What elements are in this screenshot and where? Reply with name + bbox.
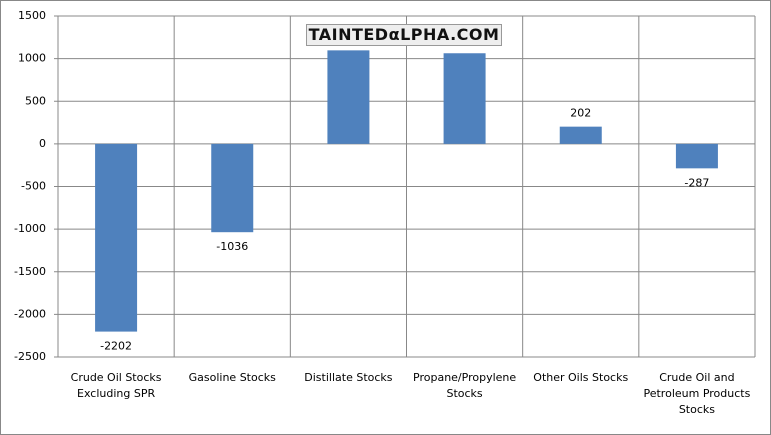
bar xyxy=(95,143,138,332)
data-label: -287 xyxy=(684,176,709,189)
data-label: -1036 xyxy=(216,240,248,253)
y-tick-label: -1500 xyxy=(14,265,46,278)
bar xyxy=(559,126,602,144)
y-tick-label: 500 xyxy=(25,94,46,107)
x-tick-label: Crude Oil Stocks Excluding SPR xyxy=(70,371,162,400)
data-label: 202 xyxy=(570,107,591,120)
y-tick-label: -2500 xyxy=(14,350,46,363)
bar xyxy=(675,143,718,169)
y-tick-label: -2000 xyxy=(14,307,46,320)
y-tick-label: -1000 xyxy=(14,222,46,235)
y-tick-label: 1000 xyxy=(18,52,46,65)
bar xyxy=(327,50,370,144)
x-tick-label: Other Oils Stocks xyxy=(533,371,629,384)
bar xyxy=(211,143,254,233)
watermark: TAINTEDαLPHA.COM xyxy=(306,24,502,46)
x-tick-label: Crude Oil and Petroleum Products Stocks xyxy=(643,371,751,416)
y-tick-label: -500 xyxy=(21,180,46,193)
x-tick-label: Distillate Stocks xyxy=(304,371,393,384)
y-tick-label: 1500 xyxy=(18,9,46,22)
bar xyxy=(443,53,486,144)
x-tick-label: Gasoline Stocks xyxy=(188,371,276,384)
data-label: -2202 xyxy=(100,340,132,353)
y-tick-label: 0 xyxy=(39,137,46,150)
x-tick-label: Propane/Propylene Stocks xyxy=(413,371,517,400)
